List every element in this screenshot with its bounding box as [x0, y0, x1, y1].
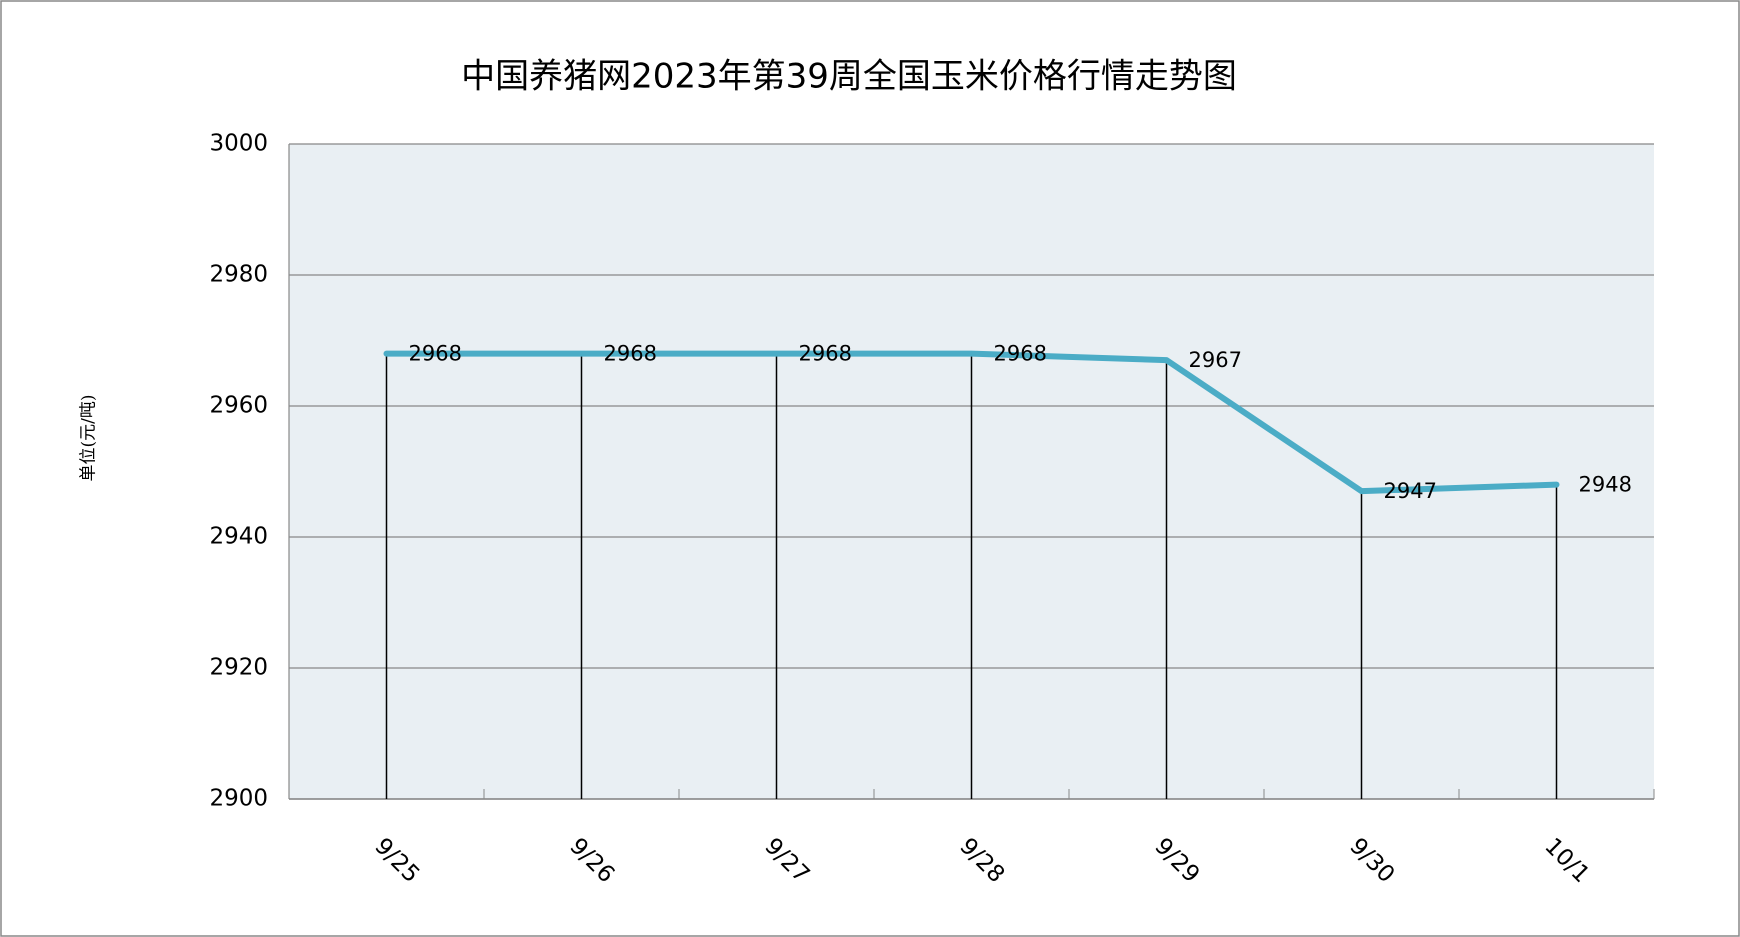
value-label: 2967: [1189, 348, 1242, 372]
value-label: 2968: [994, 342, 1047, 366]
y-tick-label: 3000: [209, 131, 268, 157]
y-axis-label: 单位(元/吨): [79, 395, 99, 482]
value-label: 2947: [1384, 479, 1437, 503]
value-label: 2968: [409, 342, 462, 366]
y-tick-label: 2960: [209, 393, 268, 419]
chart-title: 中国养猪网2023年第39周全国玉米价格行情走势图: [461, 57, 1237, 97]
line: [383, 350, 1560, 495]
value-label: 2948: [1579, 473, 1632, 497]
y-tick-label: 2940: [209, 524, 268, 550]
value-label: 2968: [604, 342, 657, 366]
y-tick-label: 2900: [209, 786, 268, 812]
value-label: 2968: [799, 342, 852, 366]
y-tick-label: 2920: [209, 655, 268, 681]
y-tick-label: 2980: [209, 262, 268, 288]
